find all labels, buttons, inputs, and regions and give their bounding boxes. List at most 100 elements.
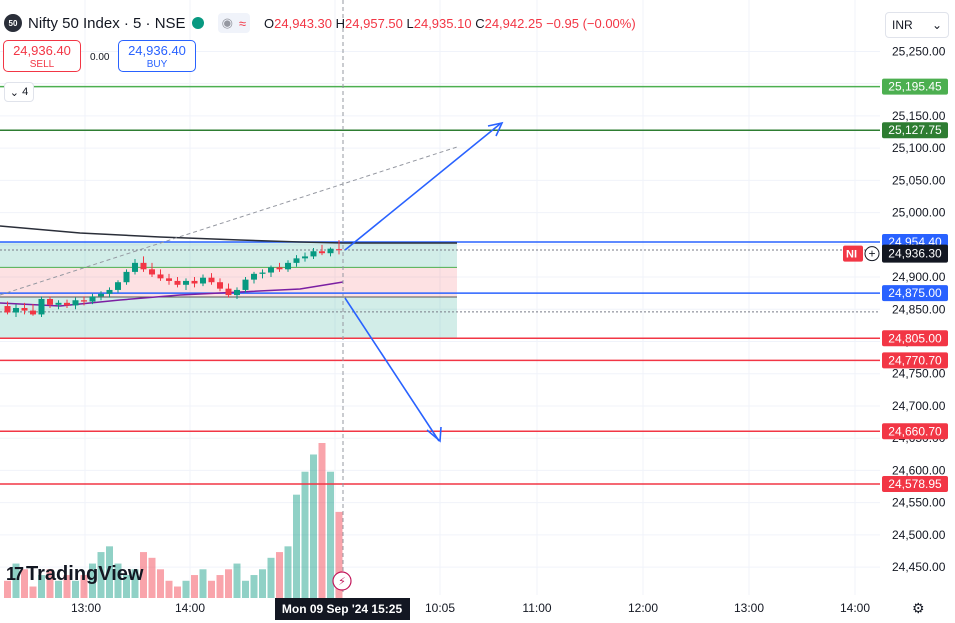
level-price-tag: [882, 78, 948, 95]
candle-body: [200, 277, 206, 284]
candle-body: [336, 249, 342, 251]
price-tick-label: 24,850.00: [892, 302, 946, 316]
candle-body: [98, 293, 104, 297]
trend-line-dashed: [0, 146, 458, 296]
level-price-tag: [882, 423, 948, 440]
candle-body: [242, 279, 249, 290]
volume-bar: [12, 563, 20, 598]
plus-glyph: +: [868, 247, 875, 261]
time-tick-label: 10:05: [425, 601, 455, 615]
price-tick-label: 25,150.00: [892, 109, 946, 123]
candle-body: [157, 274, 164, 279]
tv-logo-icon: 17: [6, 564, 24, 584]
time-axis: 13:00 14:00 10:05 11:00 12:00 13:00 14:00 Mon 0…: [71, 598, 870, 620]
volume-bar: [327, 471, 334, 598]
level-price-tag: [882, 475, 948, 492]
candle-body: [217, 282, 223, 289]
candle-body: [293, 258, 300, 263]
level-price-tag: [882, 352, 948, 369]
price-tick-label: 24,600.00: [892, 463, 946, 477]
volume-bar: [89, 563, 96, 598]
volume-bar: [38, 575, 45, 598]
symbol-badge: 50: [4, 14, 22, 32]
candle-body: [13, 307, 19, 313]
price-axis: 25,250.0025,200.0025,150.0025,100.0025,0…: [843, 0, 955, 623]
volume-bar: [182, 580, 190, 598]
candle-body: [327, 248, 334, 254]
price-tick-label: 24,700.00: [892, 399, 946, 413]
volume-bar: [148, 557, 156, 598]
candle-body: [123, 271, 130, 283]
volume-bar: [293, 494, 300, 598]
chevron-down-icon: ⌄: [9, 86, 20, 99]
candle-body: [302, 256, 308, 259]
candle-body: [234, 289, 240, 296]
level-price-label: 25,195.45: [888, 80, 942, 94]
price-tick-label: 24,500.00: [892, 528, 946, 542]
candle-body: [38, 298, 45, 315]
ohlc-readout: O24,943.30 H24,957.50 L24,935.10 C24,942…: [264, 15, 636, 31]
candle-body: [191, 280, 198, 284]
candle-body: [166, 278, 172, 281]
last-price-tag: [882, 244, 948, 263]
candle-body: [259, 272, 266, 274]
level-price-label: 24,578.95: [888, 477, 942, 491]
level-price-label: 25,127.75: [888, 123, 942, 137]
wave-icon[interactable]: ≈: [238, 15, 247, 31]
buy-button[interactable]: 24,936.40 BUY: [118, 40, 196, 72]
volume-bar: [106, 546, 113, 598]
volume-bar: [97, 552, 105, 598]
volume-bar: [46, 569, 54, 598]
level-price-tag: [882, 285, 948, 302]
spread-value: 0.00: [90, 52, 110, 63]
volume-bar: [242, 580, 249, 598]
volume-bar: [216, 575, 224, 598]
volume-bar: [165, 580, 173, 598]
candle-body: [183, 280, 189, 285]
settings-icon[interactable]: ⚙: [912, 600, 925, 616]
moving-averages: [0, 225, 457, 307]
volume-bar: [29, 586, 37, 598]
symbol-tag: [843, 245, 863, 262]
level-price-label: 24,875.00: [888, 286, 942, 300]
candle-body: [81, 300, 87, 302]
arrow-up-line: [344, 123, 501, 251]
candle-body: [132, 262, 138, 272]
eye-icon[interactable]: ◉: [221, 15, 233, 30]
candles: [4, 239, 342, 318]
volume-bars: [4, 443, 343, 598]
tradingview-logo[interactable]: 17 TradingView: [6, 563, 144, 585]
volume-bar: [284, 546, 292, 598]
candle-body: [64, 302, 70, 306]
arrow-down-head: [426, 426, 442, 443]
price-tick-label: 24,750.00: [892, 367, 946, 381]
indicators-collapse-button[interactable]: ⌄ 4: [4, 82, 34, 102]
price-tick-label: 25,250.00: [892, 44, 946, 58]
price-tick-label: 25,000.00: [892, 206, 946, 220]
price-tick-label: 25,100.00: [892, 141, 946, 155]
profit-zone: [0, 241, 457, 268]
axis-bg: [880, 0, 955, 623]
candle-body: [89, 296, 96, 302]
currency-select[interactable]: INR ⌄: [885, 12, 949, 38]
candle-body: [285, 262, 291, 270]
volume-bar: [259, 569, 266, 598]
symbol-title[interactable]: Nifty 50 Index · 5 · NSE: [28, 14, 186, 32]
price-tick-label: 24,900.00: [892, 270, 946, 284]
candle-body: [140, 262, 147, 270]
arrow-up-head: [487, 121, 504, 137]
arrow-down-line: [344, 297, 440, 442]
volume-bar: [55, 580, 62, 598]
position-box: [0, 241, 880, 339]
crosshair-time-tag: [275, 598, 410, 620]
lightning-icon: [332, 571, 352, 591]
candle-body: [174, 280, 181, 285]
candle-body: [251, 273, 257, 280]
candle-body: [149, 269, 155, 275]
sell-button[interactable]: 24,936.40 SELL: [3, 40, 81, 72]
candle-body: [225, 288, 232, 296]
volume-bar: [21, 569, 28, 598]
add-order-icon: [864, 246, 880, 262]
volume-bar: [208, 580, 215, 598]
